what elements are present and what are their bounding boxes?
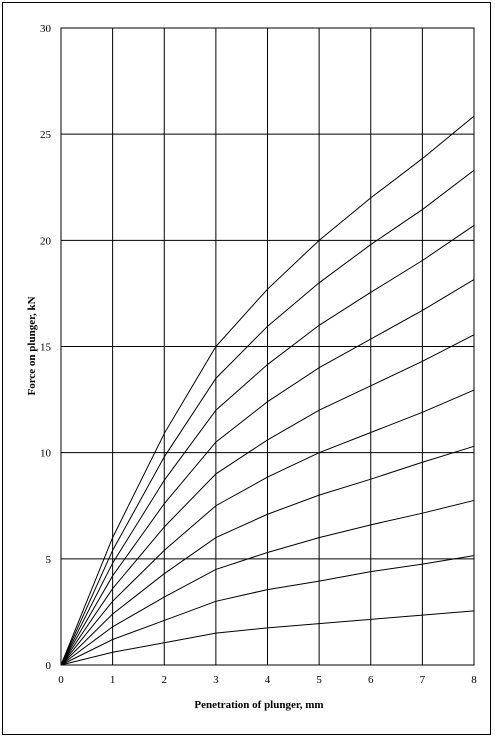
y-tick-label: 5 — [46, 554, 52, 566]
y-tick-labels: 0 5 10 15 20 25 30 — [40, 23, 52, 672]
series-line-1 — [60, 610, 475, 666]
y-tick-label: 0 — [46, 660, 52, 672]
x-tick-label: 1 — [110, 674, 116, 686]
series-line-8 — [60, 225, 475, 666]
series-line-5 — [60, 389, 475, 666]
y-tick-label: 10 — [40, 448, 52, 460]
series-line-3 — [60, 499, 475, 666]
x-tick-label: 3 — [213, 674, 219, 686]
x-tick-label: 7 — [420, 674, 426, 686]
chart-frame — [2, 2, 491, 735]
y-tick-label: 30 — [40, 23, 52, 35]
x-tick-label: 5 — [316, 674, 322, 686]
y-tick-label: 15 — [40, 342, 52, 354]
series-line-6 — [60, 334, 475, 666]
y-axis-label: Force on plunger, kN — [26, 296, 38, 395]
y-tick-label: 25 — [40, 129, 52, 141]
x-tick-labels: 0 1 2 3 4 5 6 7 8 — [58, 674, 477, 686]
series-line-2 — [60, 555, 475, 666]
y-tick-label: 20 — [40, 235, 52, 247]
x-tick-label: 6 — [368, 674, 374, 686]
series-line-9 — [60, 169, 475, 666]
series-group — [60, 115, 475, 666]
series-line-7 — [60, 279, 475, 666]
x-tick-label: 8 — [471, 674, 477, 686]
x-tick-label: 2 — [162, 674, 168, 686]
series-line-4 — [60, 445, 475, 666]
x-tick-label: 0 — [58, 674, 64, 686]
x-tick-label: 4 — [265, 674, 271, 686]
x-axis-label: Penetration of plunger, mm — [194, 699, 323, 711]
grid — [60, 27, 475, 666]
series-line-10 — [60, 115, 475, 666]
